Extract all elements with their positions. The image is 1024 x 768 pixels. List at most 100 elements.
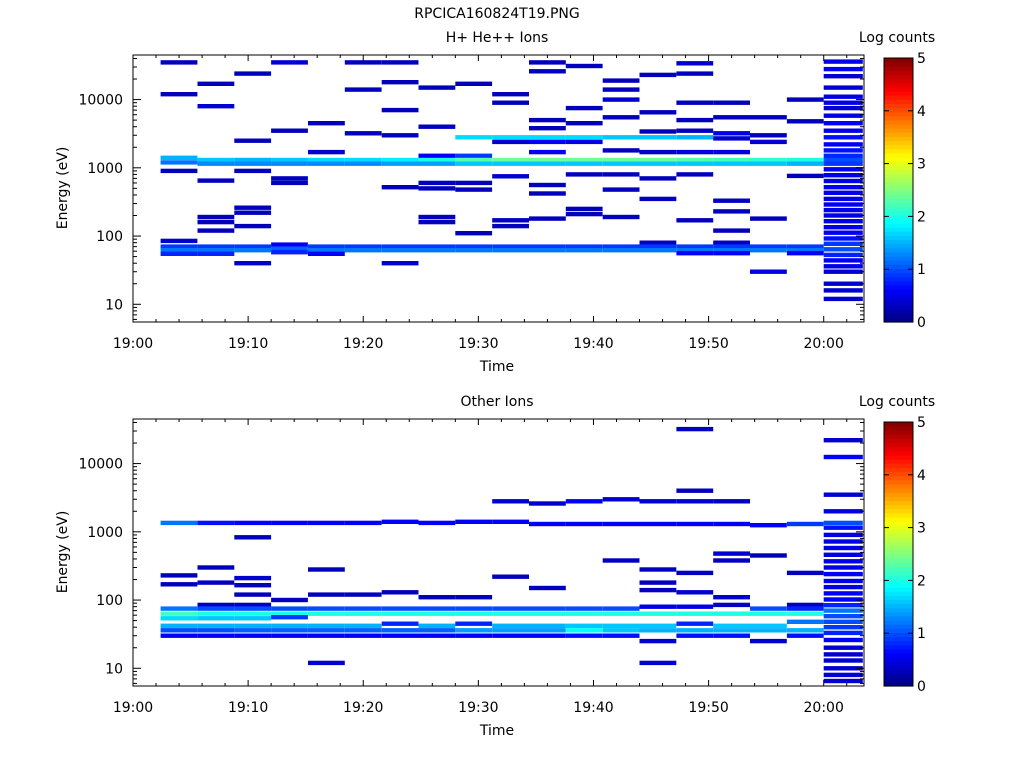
heatmap-cell <box>234 633 272 638</box>
heatmap-cell <box>823 135 863 140</box>
heatmap-cell <box>823 608 863 613</box>
heatmap-cell <box>823 178 863 184</box>
heatmap-cell <box>750 161 787 166</box>
heatmap-cell <box>197 228 235 233</box>
colorbar-swatch <box>884 554 913 559</box>
heatmap-cell <box>639 611 677 616</box>
heatmap-cell <box>602 244 640 249</box>
colorbar-swatch <box>884 223 913 228</box>
heatmap-cell <box>529 182 566 188</box>
heatmap-cell <box>823 559 863 564</box>
heatmap-cell <box>529 191 566 196</box>
heatmap-cell <box>381 633 419 638</box>
heatmap-cell <box>565 244 603 249</box>
heatmap-cell <box>823 637 863 643</box>
heatmap-cell <box>308 157 345 163</box>
heatmap-cell <box>381 80 419 85</box>
heatmap-cell <box>160 238 198 244</box>
heatmap-cell <box>197 244 235 249</box>
colorbar-swatch <box>884 681 913 687</box>
heatmap-cell <box>308 606 345 611</box>
heatmap-cell <box>823 614 863 619</box>
heatmap-cell <box>823 157 863 163</box>
colorbar-swatch <box>884 574 913 580</box>
heatmap-cell <box>602 606 640 611</box>
heatmap-cell <box>602 628 640 633</box>
y-tick-label: 10000 <box>78 457 123 473</box>
heatmap-cell <box>455 621 493 626</box>
colorbar-swatch <box>884 309 913 315</box>
heatmap-cell <box>492 248 529 253</box>
colorbar-swatch <box>884 214 913 220</box>
heatmap-cell <box>271 128 308 133</box>
heatmap-cell <box>639 161 677 166</box>
colorbar-swatch <box>884 636 913 642</box>
heatmap-cell <box>676 71 714 76</box>
colorbar-swatch <box>884 533 913 539</box>
heatmap-cell <box>786 97 824 102</box>
heatmap-cell <box>786 173 824 179</box>
x-tick-label: 19:50 <box>688 700 728 716</box>
heatmap-cell <box>713 131 750 136</box>
heatmap-cell <box>234 616 272 621</box>
heatmap-cell <box>602 135 640 140</box>
heatmap-cell <box>344 520 382 526</box>
heatmap-cell <box>823 552 863 557</box>
colorbar-swatch <box>884 607 913 613</box>
heatmap-cell <box>602 97 640 102</box>
colorbar-swatch <box>884 595 913 600</box>
heatmap-cell <box>308 611 345 616</box>
colorbar-swatch <box>884 297 913 302</box>
heatmap-cell <box>823 492 863 497</box>
heatmap-cell <box>823 252 863 258</box>
heatmap-cell <box>455 628 493 633</box>
colorbar-swatch <box>884 227 913 232</box>
colorbar-swatch <box>884 442 913 448</box>
heatmap-cell <box>602 611 640 616</box>
heatmap-cell <box>565 63 603 69</box>
heatmap-cell <box>197 157 235 163</box>
heatmap-cell <box>823 113 863 118</box>
heatmap-cell <box>639 110 677 115</box>
heatmap-cell <box>823 213 863 218</box>
heatmap-cell <box>197 616 235 621</box>
heatmap-cell <box>565 206 603 212</box>
colorbar-swatch <box>884 190 913 195</box>
heatmap-cell <box>823 625 863 630</box>
colorbar-tick-label: 3 <box>917 521 926 537</box>
heatmap-cell <box>639 628 677 633</box>
heatmap-cell <box>823 666 863 671</box>
heatmap-cell <box>455 248 493 253</box>
heatmap-cell <box>823 509 863 514</box>
colorbar-swatch <box>884 260 913 265</box>
heatmap-cell <box>676 426 714 432</box>
colorbar-swatch <box>884 620 913 625</box>
heatmap-cell <box>602 148 640 153</box>
heatmap-cell <box>418 214 456 220</box>
heatmap-cell <box>455 633 493 638</box>
colorbar-swatch <box>884 459 913 464</box>
heatmap-cell <box>602 115 640 120</box>
heatmap-cell <box>308 520 345 526</box>
heatmap-cell <box>344 592 382 597</box>
heatmap-cell <box>492 519 529 524</box>
heatmap-cell <box>823 672 863 678</box>
colorbar-tick-label: 5 <box>917 51 926 67</box>
heatmap-cell <box>418 124 456 129</box>
heatmap-cell <box>529 521 566 527</box>
colorbar-swatch <box>884 305 913 311</box>
colorbar-swatch <box>884 313 913 319</box>
heatmap-cell <box>344 131 382 136</box>
heatmap-cell <box>565 248 603 253</box>
colorbar-swatch <box>884 541 913 547</box>
colorbar-swatch <box>884 599 913 605</box>
heatmap-cell <box>455 161 493 166</box>
heatmap-cell <box>602 187 640 192</box>
heatmap-cell <box>676 611 714 616</box>
colorbar-swatch <box>884 144 913 150</box>
colorbar-swatch <box>884 545 913 551</box>
heatmap-cell <box>271 623 308 628</box>
heatmap-cell <box>639 240 677 245</box>
heatmap-cell <box>713 157 750 163</box>
colorbar-tick-label: 2 <box>917 209 926 225</box>
